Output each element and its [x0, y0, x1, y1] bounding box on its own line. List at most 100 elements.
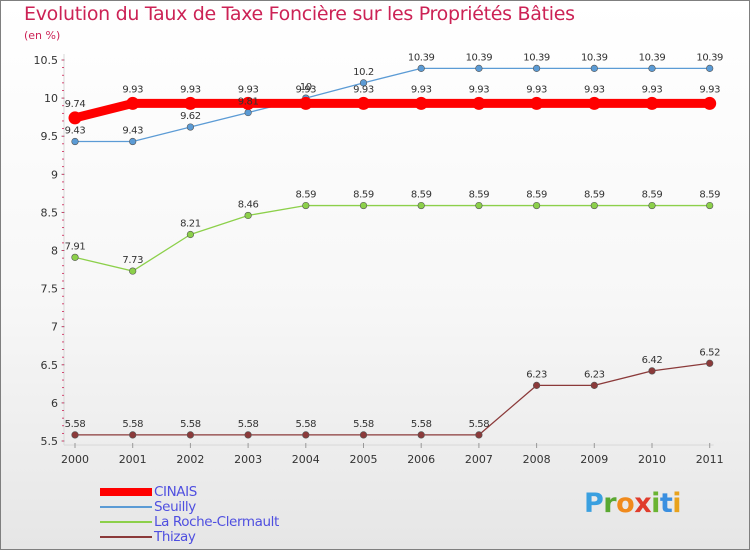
x-tick-label: 2005 [350, 453, 378, 466]
legend-label: CINAIS [154, 484, 197, 500]
y-axis: 5.5 6 6.5 7 7.5 8 8.5 9 9.5 10 10.5 [34, 54, 65, 448]
logo-letter: i [651, 488, 660, 519]
unit-label: (en %) [24, 29, 61, 42]
data-point [186, 230, 194, 239]
x-tick-label: 2011 [696, 453, 724, 466]
series-line [70, 98, 715, 123]
data-point [71, 137, 79, 146]
data-point [299, 96, 313, 110]
data-label: 9.43 [65, 126, 86, 137]
data-point [126, 96, 140, 110]
y-tick-label: 5.5 [41, 435, 59, 448]
data-label: 5.58 [469, 419, 490, 430]
data-point [475, 431, 483, 439]
data-points [68, 64, 717, 439]
data-label: 5.58 [238, 419, 259, 430]
data-label: 6.23 [526, 369, 547, 380]
data-label: 9.93 [238, 84, 259, 95]
x-tick-label: 2003 [234, 453, 262, 466]
data-label: 7.91 [65, 241, 86, 252]
data-point [532, 64, 541, 72]
y-tick-label: 9.5 [41, 130, 59, 143]
data-label: 10.39 [696, 52, 723, 63]
data-label: 10.39 [523, 52, 550, 63]
data-point [71, 431, 79, 439]
x-tick-label: 2001 [119, 453, 147, 466]
legend-item: CINAIS [100, 484, 360, 500]
data-label: 9.93 [353, 84, 374, 95]
logo-letter: r [603, 488, 617, 519]
data-point [129, 431, 137, 439]
data-label: 9.43 [122, 126, 143, 137]
data-point [183, 96, 197, 110]
data-label: 8.59 [699, 190, 720, 201]
y-tick-label: 10.5 [34, 54, 59, 67]
x-tick-label: 2008 [523, 453, 551, 466]
data-point [475, 201, 483, 210]
series-line [74, 67, 711, 143]
series-line [74, 362, 711, 436]
data-point [590, 381, 598, 389]
data-label: 8.59 [411, 190, 432, 201]
y-tick-label: 6.5 [41, 359, 59, 372]
data-label: 5.58 [65, 419, 86, 430]
data-label: 5.58 [295, 419, 316, 430]
logo-letter: i [672, 488, 682, 519]
data-point [241, 96, 255, 110]
data-point [302, 201, 310, 210]
data-point [648, 367, 656, 375]
data-label: 9.62 [180, 111, 201, 122]
y-tick-label: 7 [51, 321, 58, 334]
data-point [244, 211, 252, 220]
data-label: 7.73 [122, 255, 143, 266]
data-point [590, 201, 598, 210]
data-point [68, 111, 82, 125]
logo-letter: t [659, 488, 673, 519]
data-point [532, 201, 541, 210]
data-label: 9.93 [122, 84, 143, 95]
data-point [414, 96, 428, 110]
data-label: 5.58 [180, 419, 201, 430]
data-label: 10.39 [581, 52, 608, 63]
data-labels: 9.74 9.93 9.93 9.93 9.93 9.93 9.93 9.93 9.93 9.93… [65, 52, 724, 430]
y-tick-label: 8 [51, 245, 58, 258]
data-label: 9.74 [65, 99, 86, 110]
data-point [71, 253, 79, 261]
data-point [244, 431, 252, 439]
data-point [532, 381, 541, 389]
legend-item: Seuilly [100, 499, 360, 515]
data-label: 10.39 [466, 52, 493, 63]
data-label: 8.59 [642, 190, 663, 201]
y-tick-label: 7.5 [41, 283, 59, 296]
y-tick-label: 6 [51, 397, 58, 410]
data-point [648, 201, 656, 210]
data-label: 9.93 [584, 84, 605, 95]
series-lines [70, 67, 715, 436]
data-point [645, 96, 659, 110]
legend-label: Seuilly [154, 499, 196, 515]
data-label: 5.58 [122, 419, 143, 430]
data-label: 9.93 [699, 84, 720, 95]
data-label: 6.42 [642, 355, 663, 366]
data-point [472, 96, 486, 110]
series-line [74, 204, 711, 272]
data-point [417, 201, 425, 210]
data-point [706, 201, 714, 210]
x-tick-label: 2000 [61, 453, 89, 466]
chart-legend: CINAIS Seuilly La Roche-Clermault Thizay [100, 484, 360, 545]
data-point [129, 267, 137, 275]
x-tick-label: 2007 [465, 453, 493, 466]
data-point [475, 64, 483, 72]
y-tick-label: 8.5 [41, 206, 59, 219]
data-point [359, 79, 368, 87]
data-point [530, 96, 544, 110]
data-label: 6.23 [584, 369, 605, 380]
data-label: 10.39 [639, 52, 666, 63]
data-point [417, 64, 425, 72]
data-point [244, 108, 252, 117]
data-point [186, 431, 194, 439]
data-label: 9.81 [238, 97, 259, 108]
data-point [129, 137, 137, 146]
